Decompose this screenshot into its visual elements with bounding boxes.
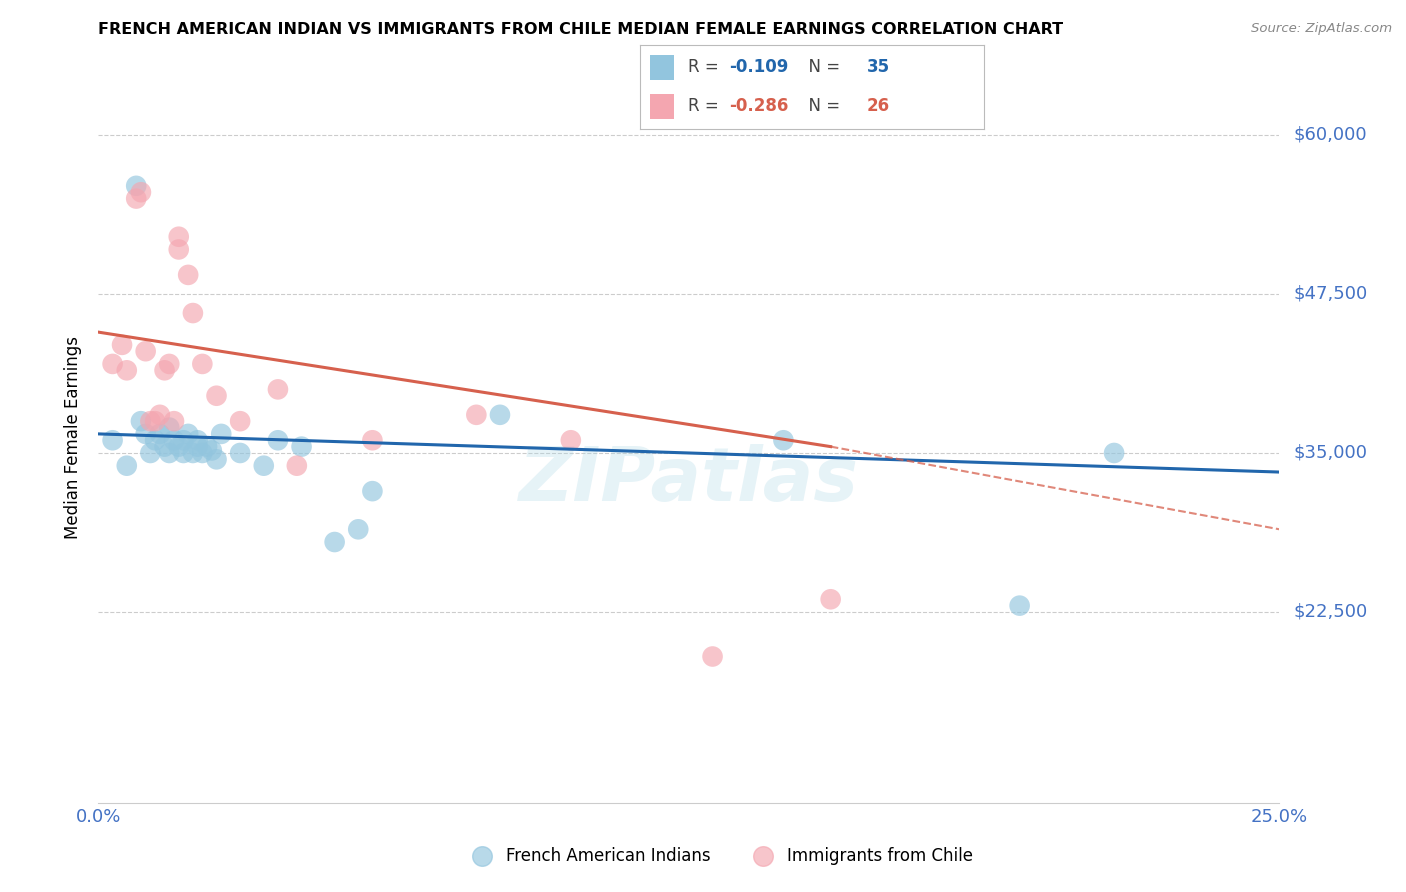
Point: [191, 446, 214, 460]
Point: [229, 446, 252, 460]
Point: [181, 446, 204, 460]
Point: [323, 535, 346, 549]
Point: [101, 357, 124, 371]
Point: [153, 440, 176, 454]
Point: [167, 440, 190, 454]
Point: [125, 178, 148, 193]
Point: [489, 408, 512, 422]
Point: [361, 434, 384, 448]
Point: [129, 414, 152, 428]
Text: 26: 26: [868, 97, 890, 115]
Point: [191, 357, 214, 371]
Text: -0.286: -0.286: [730, 97, 789, 115]
Point: [205, 452, 228, 467]
Point: [285, 458, 308, 473]
Point: [347, 522, 370, 536]
Text: R =: R =: [688, 97, 724, 115]
Text: $22,500: $22,500: [1294, 603, 1368, 621]
Point: [172, 446, 194, 460]
Text: $60,000: $60,000: [1294, 126, 1367, 144]
Y-axis label: Median Female Earnings: Median Female Earnings: [65, 335, 83, 539]
Point: [253, 458, 276, 473]
Point: [205, 389, 228, 403]
Point: [560, 434, 582, 448]
Point: [267, 434, 290, 448]
Point: [177, 268, 200, 282]
Point: [290, 440, 312, 454]
Point: [139, 414, 162, 428]
Text: -0.109: -0.109: [730, 59, 789, 77]
Text: $47,500: $47,500: [1294, 285, 1368, 303]
Point: [167, 243, 190, 257]
Point: [177, 426, 200, 441]
Point: [149, 408, 172, 422]
Point: [1102, 446, 1125, 460]
Point: [751, 849, 773, 863]
Point: [135, 426, 157, 441]
Point: [361, 484, 384, 499]
Point: [157, 357, 180, 371]
FancyBboxPatch shape: [650, 54, 675, 80]
Text: $35,000: $35,000: [1294, 444, 1368, 462]
Point: [157, 420, 180, 434]
Point: [135, 344, 157, 359]
Point: [201, 443, 224, 458]
Point: [163, 414, 186, 428]
Point: [209, 426, 232, 441]
Text: Immigrants from Chile: Immigrants from Chile: [787, 847, 973, 865]
Text: N =: N =: [799, 59, 845, 77]
Point: [187, 440, 209, 454]
Point: [143, 414, 166, 428]
Point: [139, 446, 162, 460]
Point: [772, 434, 794, 448]
Text: Source: ZipAtlas.com: Source: ZipAtlas.com: [1251, 22, 1392, 36]
Point: [181, 306, 204, 320]
Text: N =: N =: [799, 97, 845, 115]
Point: [702, 649, 724, 664]
Point: [820, 592, 842, 607]
Point: [149, 426, 172, 441]
Point: [470, 849, 494, 863]
Text: 35: 35: [868, 59, 890, 77]
Point: [143, 434, 166, 448]
Point: [172, 434, 194, 448]
Point: [115, 458, 138, 473]
Point: [153, 363, 176, 377]
Point: [125, 192, 148, 206]
Point: [465, 408, 488, 422]
Point: [115, 363, 138, 377]
Point: [187, 434, 209, 448]
Point: [167, 229, 190, 244]
Point: [163, 434, 186, 448]
Text: R =: R =: [688, 59, 724, 77]
Point: [129, 185, 152, 199]
Point: [229, 414, 252, 428]
Point: [157, 446, 180, 460]
Point: [101, 434, 124, 448]
FancyBboxPatch shape: [650, 94, 675, 120]
Text: FRENCH AMERICAN INDIAN VS IMMIGRANTS FROM CHILE MEDIAN FEMALE EARNINGS CORRELATI: FRENCH AMERICAN INDIAN VS IMMIGRANTS FRO…: [98, 22, 1063, 37]
Point: [111, 338, 134, 352]
Text: French American Indians: French American Indians: [506, 847, 711, 865]
Text: ZIPatlas: ZIPatlas: [519, 444, 859, 517]
Point: [267, 383, 290, 397]
Point: [1008, 599, 1031, 613]
Point: [195, 440, 218, 454]
